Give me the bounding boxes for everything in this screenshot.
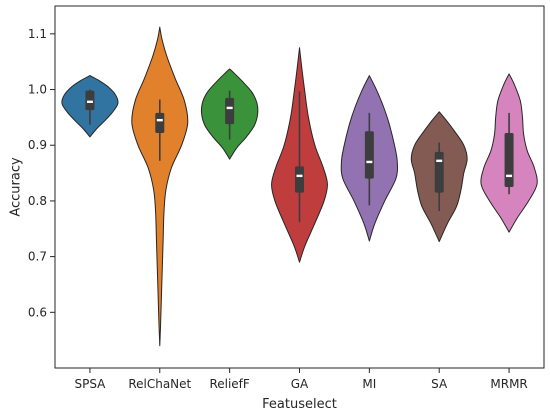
y-axis-title: Accuracy (9, 157, 24, 217)
violin-iqr-box (295, 166, 304, 193)
x-tick-label: SPSA (74, 377, 106, 391)
violin-iqr-box (85, 90, 95, 111)
y-tick-label: 0.7 (28, 250, 47, 264)
violin-median (366, 160, 373, 164)
violin-ga (271, 47, 328, 263)
axes-group: 0.6 0.7 0.8 0.9 1.0 1.1 SPSA RelChaNet ReliefF GA… (28, 5, 545, 391)
x-tick-label: RelChaNet (128, 377, 191, 391)
y-tick-label: 0.8 (28, 194, 47, 208)
x-tick-label: ReliefF (209, 377, 249, 391)
violin-median (436, 159, 443, 163)
violin-relchanet (131, 26, 189, 347)
violin-median (156, 118, 163, 122)
violin-median (506, 174, 513, 178)
y-tick-label: 0.6 (28, 305, 47, 319)
y-tick-label: 1.0 (28, 83, 47, 97)
violin-sa (410, 111, 468, 243)
violin-iqr-box (225, 97, 235, 125)
violin-median (86, 100, 93, 103)
violin-iqr-box (434, 151, 444, 193)
x-tick-label: MI (362, 377, 376, 391)
y-tick-label: 1.1 (28, 27, 47, 41)
violin-median (226, 106, 233, 110)
violin-iqr-box (155, 112, 165, 133)
violin-iqr-box (364, 131, 374, 179)
violin-median (296, 174, 303, 178)
x-tick-label: MRMR (490, 377, 527, 391)
violin-body (131, 26, 189, 347)
violin-mi (340, 75, 399, 242)
violin-spsa (61, 75, 119, 138)
x-tick-label: GA (291, 377, 309, 391)
violins-group (61, 26, 538, 347)
x-tick-label: SA (431, 377, 448, 391)
violin-mrmr (480, 73, 538, 233)
violin-relieff (200, 68, 259, 160)
x-axis-title: Featuselect (262, 397, 337, 412)
violin-iqr-box (504, 132, 514, 187)
y-tick-label: 0.9 (28, 138, 47, 152)
